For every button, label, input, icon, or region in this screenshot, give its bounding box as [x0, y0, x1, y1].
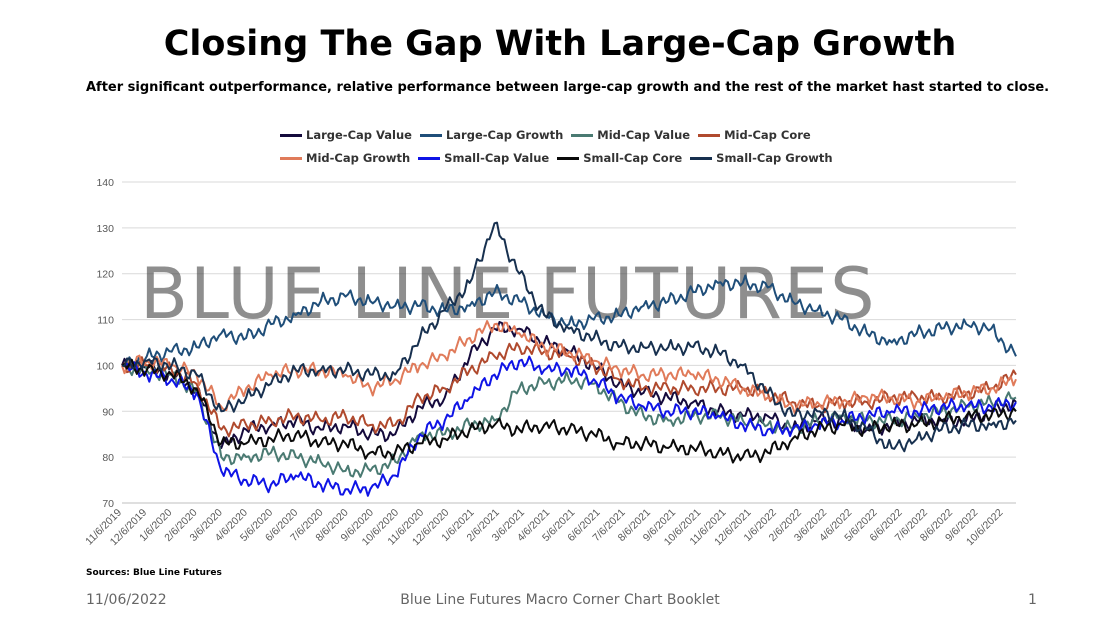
series-line-mid-cap-value: [121, 360, 1017, 478]
footer-date: 11/06/2022: [86, 592, 167, 608]
legend-label: Small-Cap Value: [444, 151, 550, 165]
legend-swatch: [690, 157, 713, 160]
legend-entry: Small-Cap Value: [418, 151, 549, 165]
legend-entry: Mid-Cap Core: [698, 128, 811, 142]
y-tick-label: 130: [96, 223, 114, 235]
legend-entry: Mid-Cap Growth: [280, 151, 410, 165]
legend-entry: Large-Cap Value: [280, 128, 412, 142]
legend-label: Large-Cap Growth: [445, 128, 564, 142]
legend-swatch: [280, 134, 302, 137]
legend-label: Mid-Cap Core: [724, 128, 811, 142]
legend-entry: Small-Cap Growth: [690, 151, 833, 165]
y-tick-label: 90: [102, 406, 114, 418]
legend-swatch: [418, 157, 441, 160]
legend-label: Mid-Cap Value: [597, 128, 691, 142]
footer-title: Blue Line Futures Macro Corner Chart Boo…: [400, 592, 720, 608]
legend-swatch: [280, 157, 302, 160]
y-tick-label: 70: [102, 498, 114, 510]
series-line-mid-cap-growth: [121, 320, 1017, 416]
legend-row: Large-Cap Value Large-Cap Growth Mid-Cap V…: [280, 128, 880, 151]
legend-swatch: [571, 134, 594, 137]
legend-row: Mid-Cap Growth Small-Cap Value Small-Cap C…: [280, 151, 880, 174]
series-line-small-cap-growth: [121, 221, 1017, 453]
y-tick-label: 140: [96, 177, 114, 189]
legend-entry: Mid-Cap Value: [571, 128, 690, 142]
series-line-small-cap-value: [121, 355, 1017, 497]
y-tick-label: 120: [96, 269, 114, 281]
legend-label: Large-Cap Value: [306, 128, 412, 142]
legend-label: Small-Cap Core: [583, 151, 683, 165]
y-tick-label: 110: [97, 315, 114, 327]
legend-swatch: [698, 134, 721, 137]
slide-subtitle: After significant outperformance, relati…: [86, 80, 1050, 95]
legend-entry: Small-Cap Core: [557, 151, 682, 165]
legend-swatch: [419, 134, 442, 137]
legend-label: Mid-Cap Growth: [306, 151, 411, 165]
legend-entry: Large-Cap Growth: [419, 128, 564, 142]
sources-note: Sources: Blue Line Futures: [86, 568, 222, 578]
page-number: 1: [1028, 592, 1037, 608]
series-line-large-cap-growth: [121, 274, 1017, 370]
watermark-text: BLUE LINE FUTURES: [140, 253, 877, 335]
legend-label: Small-Cap Growth: [716, 151, 833, 165]
chart-legend: Large-Cap Value Large-Cap Growth Mid-Cap V…: [280, 128, 880, 174]
series-line-mid-cap-core: [121, 341, 1017, 438]
legend-swatch: [557, 157, 580, 160]
slide-title: Closing The Gap With Large-Cap Growth: [163, 24, 957, 64]
y-tick-label: 80: [102, 452, 114, 464]
y-tick-label: 100: [96, 360, 114, 372]
